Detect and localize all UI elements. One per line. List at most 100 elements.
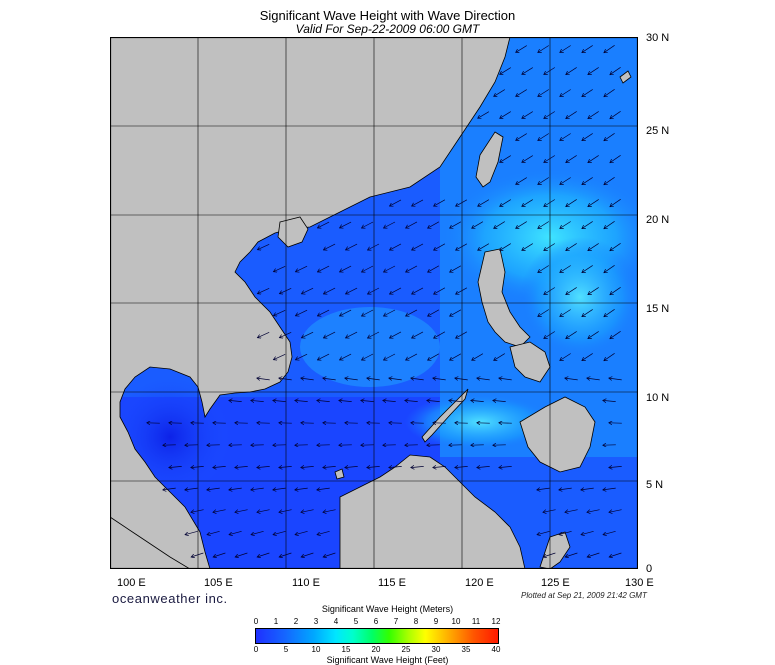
wave-direction-arrow [362, 309, 374, 316]
wave-direction-arrow [434, 243, 446, 250]
wave-direction-arrow [559, 530, 572, 534]
wave-direction-arrow [207, 530, 220, 534]
wave-direction-arrow [323, 552, 336, 557]
wave-direction-arrow [582, 133, 593, 140]
wave-direction-arrow [566, 331, 577, 338]
wave-direction-arrow [603, 530, 616, 534]
wave-direction-arrow [538, 177, 549, 185]
wave-direction-arrow [406, 265, 418, 272]
wave-direction-arrow [494, 89, 505, 97]
wave-direction-arrow [390, 199, 402, 206]
wave-direction-arrow [537, 530, 550, 534]
lat-label-30n: 30 N [646, 32, 670, 44]
wave-direction-arrow [603, 400, 616, 401]
wave-direction-arrow [163, 488, 176, 490]
wave-direction-arrow [566, 199, 577, 206]
wave-direction-arrow [587, 509, 600, 513]
wave-direction-arrow [544, 155, 555, 163]
wave-direction-arrow [346, 243, 358, 250]
land-mainland-asia [110, 37, 511, 569]
wave-direction-arrow [560, 133, 571, 141]
colorbar-feet-tick: 15 [341, 645, 351, 654]
wave-direction-arrow [295, 530, 308, 534]
wave-direction-arrow [456, 331, 468, 338]
wave-direction-arrow [301, 287, 314, 294]
wave-direction-arrow [604, 353, 615, 360]
wave-direction-arrow [384, 221, 396, 228]
wave-direction-arrow [257, 509, 270, 513]
wave-direction-arrow [560, 45, 571, 53]
wave-direction-arrow [450, 353, 462, 360]
wave-direction-arrow [472, 353, 484, 361]
wave-direction-arrow [499, 378, 512, 380]
wave-direction-arrow [323, 331, 336, 338]
wave-direction-arrow [609, 378, 622, 380]
wave-direction-arrow [516, 89, 527, 97]
wave-direction-arrow [301, 552, 314, 557]
wave-direction-arrow [279, 466, 292, 467]
wave-direction-arrow [257, 287, 270, 293]
colorbar-title-meters: Significant Wave Height (Meters) [321, 604, 454, 614]
land-sumatra-edge [110, 516, 191, 569]
wave-direction-arrow [428, 309, 440, 316]
wave-direction-arrow [582, 177, 593, 184]
wave-direction-arrow [279, 331, 292, 337]
wave-direction-arrow [434, 287, 446, 294]
wave-direction-arrow [582, 265, 593, 272]
wave-direction-arrow [273, 265, 286, 271]
wave-direction-arrow [229, 488, 242, 490]
wave-direction-arrow [516, 133, 527, 141]
wave-direction-arrow [257, 243, 270, 249]
wave-direction-arrow [191, 552, 204, 557]
wave-direction-arrow [367, 466, 380, 467]
wave-direction-arrow [609, 466, 622, 467]
wave-direction-arrow [544, 331, 555, 339]
wave-direction-arrow [428, 221, 440, 228]
wave-direction-arrow [428, 353, 440, 360]
wave-direction-arrow [406, 221, 418, 228]
lon-label-110e: 110 E [292, 577, 320, 589]
wave-direction-arrow [273, 353, 286, 359]
land-sulawesi-edge [539, 531, 571, 569]
wave-direction-arrow [185, 488, 198, 490]
wave-direction-arrow [500, 67, 511, 75]
land-luzon [477, 248, 531, 348]
wave-direction-arrow [317, 488, 330, 490]
wave-direction-arrow [384, 309, 396, 316]
wave-direction-arrow [412, 287, 424, 294]
wave-direction-arrow [317, 530, 330, 534]
wave-direction-arrow [499, 466, 512, 467]
wave-direction-arrow [493, 400, 506, 401]
wave-direction-arrow [538, 45, 549, 53]
land-palawan [421, 388, 469, 443]
wave-direction-arrow [317, 309, 330, 316]
wave-direction-arrow [522, 67, 533, 75]
wave-direction-arrow [522, 243, 533, 251]
wave-direction-arrow [301, 509, 314, 513]
wave-direction-arrow [273, 488, 286, 490]
colorbar-meter-tick: 9 [433, 617, 439, 626]
wave-direction-arrow [477, 466, 490, 467]
wave-direction-arrow [340, 221, 352, 228]
wave-direction-arrow [323, 378, 336, 380]
wave-direction-arrow [588, 155, 599, 162]
map-subtitle: Valid For Sep-22-2009 06:00 GMT [295, 22, 480, 36]
wave-direction-arrow [588, 199, 599, 206]
wave-direction-arrow [405, 400, 418, 401]
wave-map [110, 37, 638, 569]
wave-direction-arrow [472, 221, 484, 229]
map-title: Significant Wave Height with Wave Direct… [259, 8, 516, 23]
wave-direction-arrow [257, 331, 270, 337]
grid [110, 37, 638, 569]
wave-direction-arrow [191, 466, 204, 467]
wave-direction-arrow [279, 552, 292, 557]
wave-direction-arrow [538, 309, 549, 317]
wave-direction-arrow [610, 287, 621, 294]
brand-logo-text: oceanweather inc. [112, 591, 228, 606]
wave-direction-arrow [455, 466, 468, 467]
colorbar-meter-tick: 2 [293, 617, 299, 626]
wave-direction-arrow [368, 243, 380, 250]
land-natuna [334, 468, 345, 480]
wave-direction-arrow [610, 199, 621, 206]
wave-map-svg [110, 37, 638, 569]
